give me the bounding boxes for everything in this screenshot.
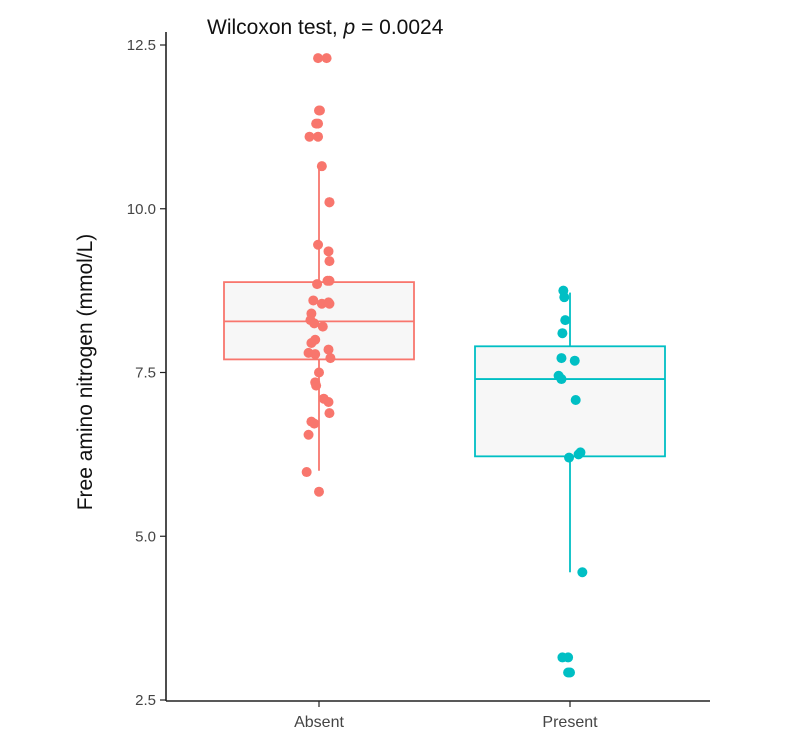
data-point	[306, 338, 317, 349]
chart-title: Wilcoxon test, p = 0.0024	[207, 16, 444, 39]
data-point	[570, 395, 581, 406]
data-point	[556, 353, 567, 364]
data-point	[324, 298, 335, 309]
y-axis-label: Free amino nitrogen (mmol/L)	[74, 234, 97, 511]
data-point	[317, 321, 328, 332]
data-point	[310, 377, 321, 388]
chart-title-prefix: Wilcoxon test,	[207, 16, 344, 39]
data-point	[314, 486, 324, 497]
data-point	[563, 652, 574, 663]
data-point	[303, 429, 314, 440]
data-point	[316, 161, 327, 172]
data-point	[313, 53, 324, 64]
plot-area	[223, 53, 666, 678]
data-point	[324, 197, 335, 208]
data-point	[314, 367, 324, 378]
data-point	[573, 449, 584, 460]
data-point	[565, 667, 575, 678]
data-point	[323, 246, 334, 257]
data-point	[559, 292, 570, 303]
data-point	[325, 353, 336, 364]
data-point	[564, 452, 575, 463]
x-tick-label-absent: Absent	[294, 714, 344, 731]
axes: 2.5 5.0 7.5 10.0 12.5 Absent Present	[127, 32, 710, 731]
data-point	[304, 131, 315, 142]
data-point	[309, 418, 320, 429]
data-point	[577, 567, 588, 578]
y-tick-label: 12.5	[127, 37, 156, 54]
points-present	[553, 285, 588, 678]
box-group-absent	[223, 166, 415, 471]
y-tick-label: 10.0	[127, 201, 156, 218]
data-point	[569, 355, 580, 366]
y-tick-label: 7.5	[135, 365, 156, 382]
data-point	[556, 374, 567, 385]
data-point	[308, 295, 319, 306]
x-tick-label-present: Present	[542, 714, 598, 731]
data-point	[301, 467, 312, 478]
data-point	[557, 328, 568, 339]
chart-title-value: = 0.0024	[355, 16, 443, 39]
data-point	[312, 279, 323, 290]
points-absent	[301, 53, 336, 497]
data-point	[314, 105, 325, 116]
data-point	[310, 349, 321, 360]
data-point	[324, 256, 335, 267]
data-point	[324, 408, 335, 419]
y-tick-label: 2.5	[135, 692, 156, 709]
box-iqr	[474, 345, 666, 458]
data-point	[313, 131, 324, 142]
box-group-present	[474, 292, 666, 573]
data-point	[313, 239, 324, 250]
data-point	[323, 344, 334, 355]
data-point	[313, 118, 324, 129]
data-point	[321, 53, 332, 64]
data-point	[560, 315, 571, 326]
data-point	[323, 396, 334, 407]
data-point	[309, 318, 320, 329]
chart-title-p-symbol: p	[343, 16, 356, 39]
data-point	[324, 275, 335, 286]
y-tick-label: 5.0	[135, 528, 156, 545]
